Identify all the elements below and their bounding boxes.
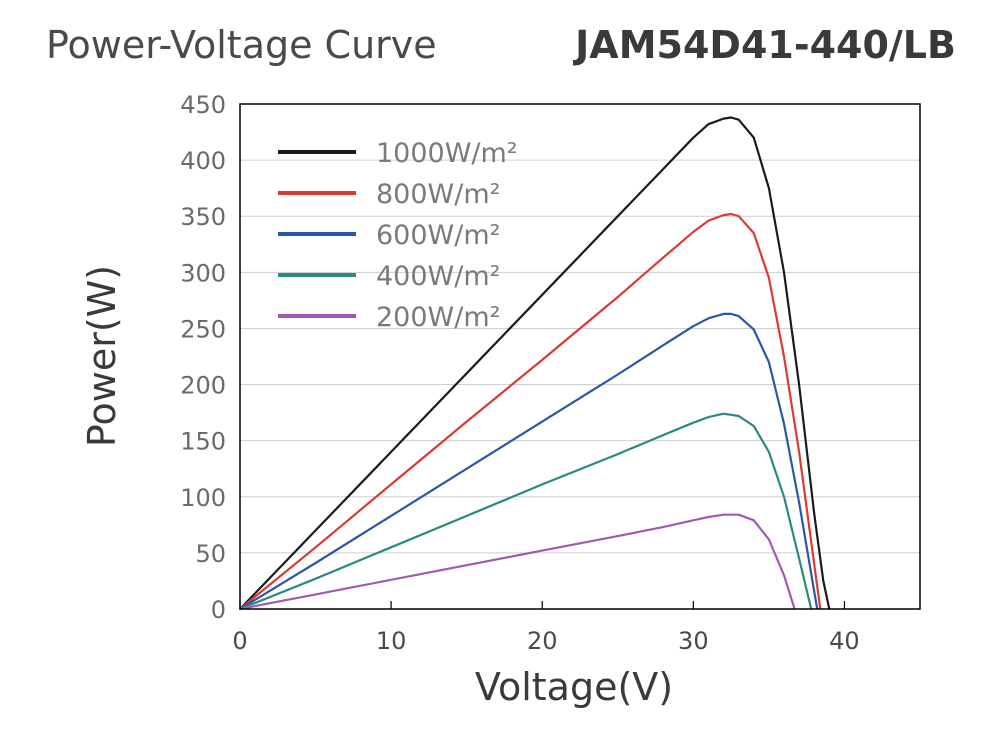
x-axis-ticks: 0 10 20 30 40 bbox=[232, 601, 860, 655]
series-line bbox=[239, 116, 831, 610]
y-tick-label: 100 bbox=[180, 484, 226, 512]
y-tick-label: 350 bbox=[180, 203, 226, 231]
series-line bbox=[239, 212, 822, 610]
legend-label: 800W/m² bbox=[376, 179, 500, 210]
y-tick-label: 50 bbox=[195, 540, 226, 568]
y-tick-label: 0 bbox=[211, 596, 226, 624]
plot-frame bbox=[239, 103, 921, 610]
legend-label: 1000W/m² bbox=[376, 138, 518, 169]
series-line bbox=[239, 412, 813, 611]
series-lines bbox=[239, 116, 831, 611]
y-tick-label: 400 bbox=[180, 147, 226, 175]
y-axis-ticks: 0 50 100 150 200 250 300 350 400 450 bbox=[180, 91, 226, 624]
y-axis-label: Power(W) bbox=[80, 265, 124, 447]
y-tick-label: 150 bbox=[180, 428, 226, 456]
legend-label: 400W/m² bbox=[376, 261, 500, 292]
chart-model: JAM54D41-440/LB bbox=[572, 23, 956, 67]
series-line bbox=[239, 312, 819, 610]
gridlines bbox=[240, 159, 920, 554]
y-tick-label: 200 bbox=[180, 372, 226, 400]
y-tick-label: 300 bbox=[180, 259, 226, 287]
x-axis-label: Voltage(V) bbox=[475, 665, 673, 709]
series-line bbox=[239, 513, 796, 611]
chart-title: Power-Voltage Curve bbox=[46, 23, 437, 67]
x-tick-label: 20 bbox=[527, 627, 558, 655]
legend-label: 600W/m² bbox=[376, 220, 500, 251]
legend: 1000W/m² 800W/m² 600W/m² 400W/m² 200W/m² bbox=[278, 138, 518, 333]
y-tick-label: 450 bbox=[180, 91, 226, 119]
x-tick-label: 30 bbox=[678, 627, 709, 655]
x-tick-label: 0 bbox=[232, 627, 247, 655]
legend-label: 200W/m² bbox=[376, 302, 500, 333]
y-tick-label: 250 bbox=[180, 315, 226, 343]
x-tick-label: 10 bbox=[376, 627, 407, 655]
x-tick-label: 40 bbox=[829, 627, 860, 655]
